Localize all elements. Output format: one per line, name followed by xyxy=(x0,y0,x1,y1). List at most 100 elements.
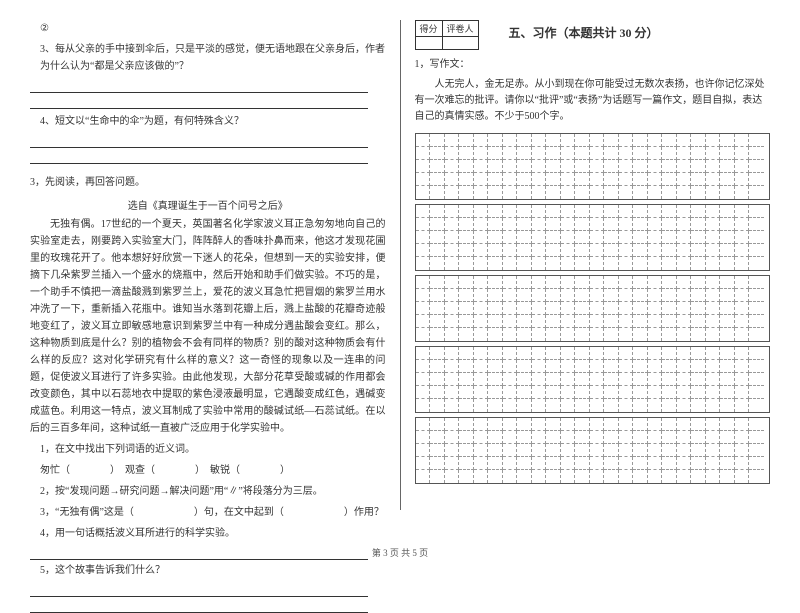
grid-cell xyxy=(575,244,590,257)
grid-cell xyxy=(459,418,474,431)
grid-row xyxy=(416,160,770,173)
sub-question-1: 1，在文中找出下列词语的近义词。 xyxy=(30,441,386,458)
grid-cell xyxy=(532,257,547,270)
grid-cell xyxy=(546,289,561,302)
grid-cell xyxy=(459,231,474,244)
grid-cell xyxy=(430,386,445,399)
grid-cell xyxy=(648,470,663,483)
grid-cell xyxy=(430,399,445,412)
grid-cell xyxy=(546,457,561,470)
grid-cell xyxy=(735,315,750,328)
grid-cell xyxy=(474,257,489,270)
grid-row xyxy=(416,205,770,218)
grid-cell xyxy=(488,399,503,412)
grid-cell xyxy=(430,173,445,186)
grid-cell xyxy=(517,231,532,244)
grid-cell xyxy=(648,315,663,328)
grid-cell xyxy=(720,399,735,412)
grid-cell xyxy=(749,360,764,373)
grid-cell xyxy=(430,347,445,360)
grid-cell xyxy=(735,457,750,470)
grid-cell xyxy=(546,328,561,341)
grid-cell xyxy=(662,347,677,360)
grid-cell xyxy=(430,160,445,173)
grid-cell xyxy=(648,147,663,160)
grid-cell xyxy=(575,431,590,444)
grid-cell xyxy=(604,418,619,431)
grid-block xyxy=(415,346,771,413)
grid-cell xyxy=(445,431,460,444)
grid-cell xyxy=(532,373,547,386)
grid-cell xyxy=(416,186,431,199)
grid-cell xyxy=(474,373,489,386)
grid-cell xyxy=(648,373,663,386)
grid-cell xyxy=(677,347,692,360)
grid-cell xyxy=(648,231,663,244)
grid-cell xyxy=(720,276,735,289)
right-column: 得分 评卷人 五、习作（本题共计 30 分） 1，写作文： 人无完人，金无足赤。… xyxy=(415,20,771,510)
grid-row xyxy=(416,444,770,457)
grid-cell xyxy=(503,457,518,470)
grid-cell xyxy=(619,470,634,483)
grid-cell xyxy=(604,373,619,386)
grid-cell xyxy=(706,457,721,470)
grid-cell xyxy=(561,328,576,341)
grid-cell xyxy=(416,231,431,244)
grid-cell xyxy=(517,386,532,399)
grid-cell xyxy=(706,173,721,186)
grid-cell xyxy=(474,347,489,360)
grid-cell xyxy=(416,457,431,470)
grid-cell xyxy=(749,315,764,328)
grid-cell xyxy=(561,431,576,444)
grid-cell xyxy=(546,231,561,244)
grid-cell xyxy=(735,186,750,199)
grid-cell xyxy=(474,431,489,444)
grid-cell xyxy=(662,431,677,444)
grid-row xyxy=(416,186,770,199)
grid-cell xyxy=(459,205,474,218)
grid-cell xyxy=(749,373,764,386)
grid-cell xyxy=(662,257,677,270)
grid-row xyxy=(416,315,770,328)
grid-cell xyxy=(474,328,489,341)
grid-cell xyxy=(546,418,561,431)
grid-cell xyxy=(532,186,547,199)
answer-line xyxy=(30,79,368,93)
grid-row xyxy=(416,399,770,412)
grid-cell xyxy=(604,386,619,399)
grid-cell xyxy=(662,205,677,218)
grid-cell xyxy=(691,231,706,244)
grid-cell xyxy=(532,205,547,218)
grid-cell xyxy=(749,231,764,244)
grid-cell xyxy=(749,328,764,341)
grid-cell xyxy=(648,276,663,289)
grid-cell xyxy=(503,360,518,373)
answer-line xyxy=(30,583,368,597)
grid-cell xyxy=(561,231,576,244)
grid-cell xyxy=(459,147,474,160)
grid-cell xyxy=(619,315,634,328)
grid-cell xyxy=(590,360,605,373)
grid-cell xyxy=(561,186,576,199)
grid-cell xyxy=(430,328,445,341)
grid-cell xyxy=(677,457,692,470)
grid-cell xyxy=(546,160,561,173)
grid-cell xyxy=(633,218,648,231)
grid-cell xyxy=(604,347,619,360)
grid-cell xyxy=(735,289,750,302)
grid-cell xyxy=(720,373,735,386)
grid-cell xyxy=(445,386,460,399)
grid-cell xyxy=(619,134,634,147)
grid-cell xyxy=(706,186,721,199)
grid-cell xyxy=(430,431,445,444)
grid-cell xyxy=(706,134,721,147)
grid-cell xyxy=(604,289,619,302)
grid-cell xyxy=(517,257,532,270)
grid-cell xyxy=(619,386,634,399)
grid-cell xyxy=(662,134,677,147)
answer-line xyxy=(30,134,368,148)
grid-cell xyxy=(575,160,590,173)
grid-cell xyxy=(532,134,547,147)
grid-cell xyxy=(488,360,503,373)
grid-cell xyxy=(677,160,692,173)
